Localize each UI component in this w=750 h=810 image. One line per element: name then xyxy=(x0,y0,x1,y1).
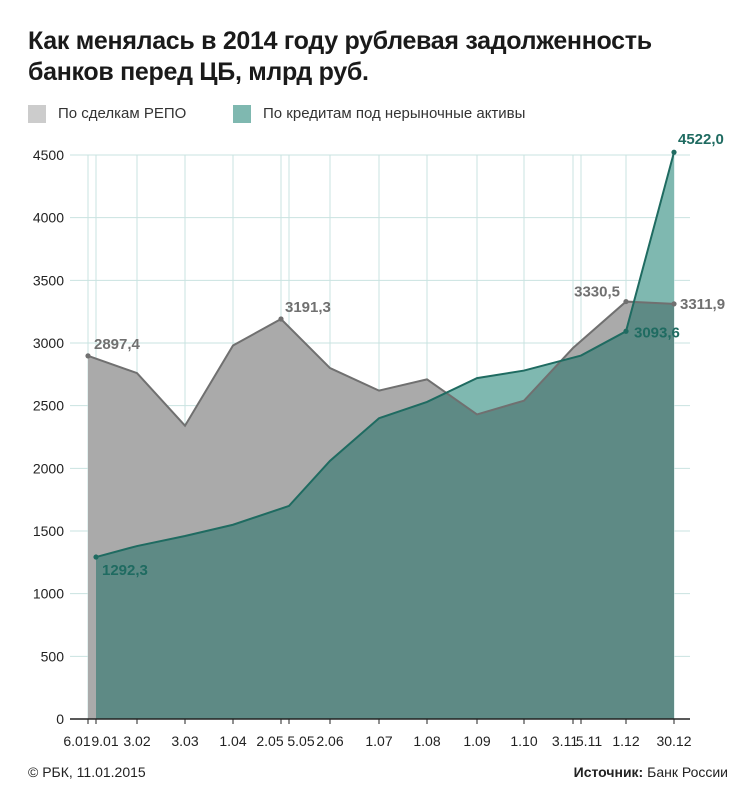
y-tick-label: 500 xyxy=(41,648,65,664)
x-tick-label: 2.06 xyxy=(316,733,343,749)
chart-title: Как менялась в 2014 году рублевая задолж… xyxy=(28,27,652,86)
x-tick-label: 5.11 xyxy=(576,733,602,749)
data-point xyxy=(278,316,284,322)
data-point xyxy=(85,353,91,359)
x-tick-label: 30.12 xyxy=(656,733,691,749)
x-tick-label: 1.10 xyxy=(510,733,537,749)
data-point xyxy=(671,301,677,307)
y-tick-label: 2500 xyxy=(33,398,64,414)
y-tick-label: 1500 xyxy=(33,523,64,539)
data-label: 3093,6 xyxy=(634,324,680,341)
x-tick-label: 9.01 xyxy=(91,733,118,749)
y-tick-label: 0 xyxy=(56,711,64,727)
repo-line xyxy=(87,300,675,428)
x-tick-label: 1.04 xyxy=(219,733,246,749)
data-label: 3330,5 xyxy=(574,284,620,301)
y-tick-label: 1000 xyxy=(33,586,64,602)
x-tick-label: 1.12 xyxy=(612,733,639,749)
x-tick-label: 3.02 xyxy=(123,733,150,749)
source-value: Банк России xyxy=(647,764,728,780)
x-tick-label: 3.03 xyxy=(171,733,198,749)
x-tick-label: 3.11 xyxy=(552,733,578,749)
y-tick-label: 3000 xyxy=(33,335,64,351)
copyright: © РБК, 11.01.2015 xyxy=(28,764,146,780)
y-tick-label: 3500 xyxy=(33,272,64,288)
source-label: Источник: xyxy=(573,764,644,780)
data-point xyxy=(671,149,677,155)
x-tick-label: 6.01 xyxy=(63,733,90,749)
area-chart: 0 500 1000 1500 2000 2500 3000 3500 4000 4500 6.01… xyxy=(33,131,725,749)
y-tick-label: 4500 xyxy=(33,147,64,163)
credit-line xyxy=(95,151,675,558)
y-tick-label: 4000 xyxy=(33,210,64,226)
data-label: 4522,0 xyxy=(678,131,724,148)
legend-label-repo: По сделкам РЕПО xyxy=(58,105,187,122)
x-tick-label: 1.09 xyxy=(463,733,490,749)
data-label: 3311,9 xyxy=(680,296,725,313)
overlap-area xyxy=(96,301,674,719)
data-point xyxy=(623,298,629,305)
legend-label-credit: По кредитам под нерыночные активы xyxy=(263,105,526,122)
x-tick-label: 2.05 xyxy=(256,733,283,749)
data-point xyxy=(623,328,629,334)
source: Источник: Банк России xyxy=(574,764,728,780)
legend-swatch-repo xyxy=(28,105,46,123)
data-label: 3191,3 xyxy=(285,299,331,316)
data-label: 2897,4 xyxy=(94,336,141,353)
x-tick-label: 1.08 xyxy=(413,733,440,749)
x-tick-label: 5.05 xyxy=(287,733,314,749)
y-tick-label: 2000 xyxy=(33,460,64,476)
data-label: 1292,3 xyxy=(102,562,148,579)
data-point xyxy=(93,554,99,560)
legend-swatch-credit xyxy=(233,105,251,123)
x-tick-label: 1.07 xyxy=(365,733,392,749)
